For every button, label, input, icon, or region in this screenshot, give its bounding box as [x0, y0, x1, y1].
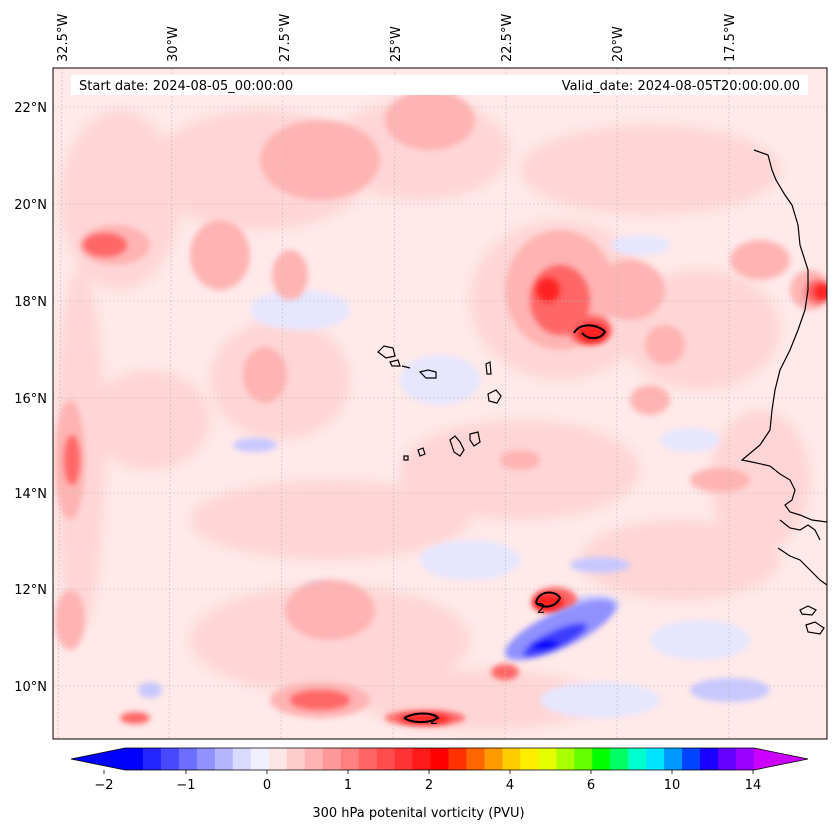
colorbar-segment: [682, 748, 701, 770]
colorbar-segment: [340, 748, 360, 770]
colorbar-tick: 4: [506, 778, 514, 793]
lat-label: 18°N: [14, 295, 47, 310]
map-panel: 2 2: [53, 68, 827, 739]
colorbar-tick: 2: [425, 778, 433, 793]
latitude-labels: 22°N 20°N 18°N 16°N 14°N 12°N 10°N: [14, 101, 47, 695]
lat-label: 14°N: [14, 487, 47, 502]
lon-label: 27.5°W: [278, 14, 293, 62]
colorbar-segment: [268, 748, 288, 770]
colorbar-segment: [322, 748, 342, 770]
map-frame: [52, 67, 828, 740]
lon-label: 30°W: [166, 26, 181, 62]
contour-label: 2: [537, 602, 545, 617]
map-gridlines: [53, 68, 827, 739]
colorbar-segment: [448, 748, 467, 770]
lat-label: 10°N: [14, 680, 47, 695]
lon-label: 20°W: [611, 26, 626, 62]
colorbar-segment: [250, 748, 270, 770]
lat-label: 12°N: [14, 583, 47, 598]
lon-label: 22.5°W: [500, 14, 515, 62]
coastline: [377, 149, 827, 635]
colorbar-segment: [232, 748, 252, 770]
colorbar-segment: [502, 748, 521, 770]
pv-deep-negative: [505, 599, 615, 661]
colorbar-segment: [466, 748, 485, 770]
colorbar-segment: [304, 748, 324, 770]
colorbar-segment: [412, 748, 432, 770]
colorbar-tick: −1: [176, 778, 195, 793]
colorbar-tick: −2: [94, 778, 113, 793]
lon-label: 32.5°W: [56, 14, 71, 62]
colorbar-segment: [178, 748, 198, 770]
start-date-label: Start date: 2024-08-05_00:00:00: [79, 79, 293, 94]
colorbar-segment: [664, 748, 683, 770]
colorbar-segment: [520, 748, 539, 770]
pv-2-contours: [403, 324, 607, 724]
colorbar-segment: [556, 748, 575, 770]
longitude-labels: 32.5°W 30°W 27.5°W 25°W 22.5°W 20°W 17.5…: [56, 14, 738, 62]
colorbar-segment: [484, 748, 503, 770]
colorbar-segment: [358, 748, 378, 770]
colorbar-segment: [196, 748, 216, 770]
colorbar-under-arrow: [71, 748, 125, 770]
colorbar-segment: [286, 748, 306, 770]
colorbar-segment: [394, 748, 414, 770]
colorbar-segment: [430, 748, 449, 770]
info-box: [71, 75, 808, 95]
colorbar-segment: [718, 748, 737, 770]
colorbar-segment: [736, 748, 755, 770]
colorbar-tick: 1: [344, 778, 352, 793]
colorbar-segment: [125, 748, 144, 770]
colorbar-segment: [574, 748, 593, 770]
colorbar-tick: 0: [263, 778, 271, 793]
colorbar-segment: [610, 748, 629, 770]
lat-label: 22°N: [14, 101, 47, 116]
pv-negative-patches: [250, 235, 750, 718]
colorbar-tick: 10: [664, 778, 681, 793]
colorbar-segment: [592, 748, 611, 770]
lon-label: 17.5°W: [723, 14, 738, 62]
colorbar-tick: 14: [745, 778, 762, 793]
lat-label: 20°N: [14, 198, 47, 213]
colorbar-segment: [628, 748, 647, 770]
colorbar-segment: [700, 748, 719, 770]
colorbar-segment: [646, 748, 665, 770]
valid-date-label: Valid_date: 2024-08-05T20:00:00.00: [562, 79, 800, 94]
colorbar-tick: 6: [587, 778, 595, 793]
lon-label: 25°W: [389, 26, 404, 62]
colorbar-segment: [160, 748, 180, 770]
colorbar: −2 −1 0 1 2 4 6 10 14: [70, 747, 809, 793]
colorbar-segment: [376, 748, 396, 770]
colorbar-segment: [214, 748, 234, 770]
lat-label: 16°N: [14, 392, 47, 407]
contour-label: 2: [430, 713, 438, 728]
colorbar-over-arrow: [754, 748, 808, 770]
colorbar-title: 300 hPa potenital vorticity (PVU): [312, 806, 525, 821]
colorbar-segment: [142, 748, 162, 770]
colorbar-segment: [538, 748, 557, 770]
pv-moderate-field: [55, 90, 827, 718]
